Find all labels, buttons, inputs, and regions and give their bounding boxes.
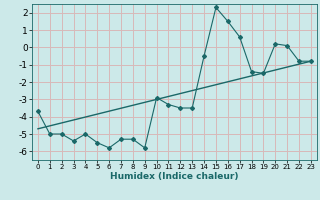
X-axis label: Humidex (Indice chaleur): Humidex (Indice chaleur) <box>110 172 239 181</box>
